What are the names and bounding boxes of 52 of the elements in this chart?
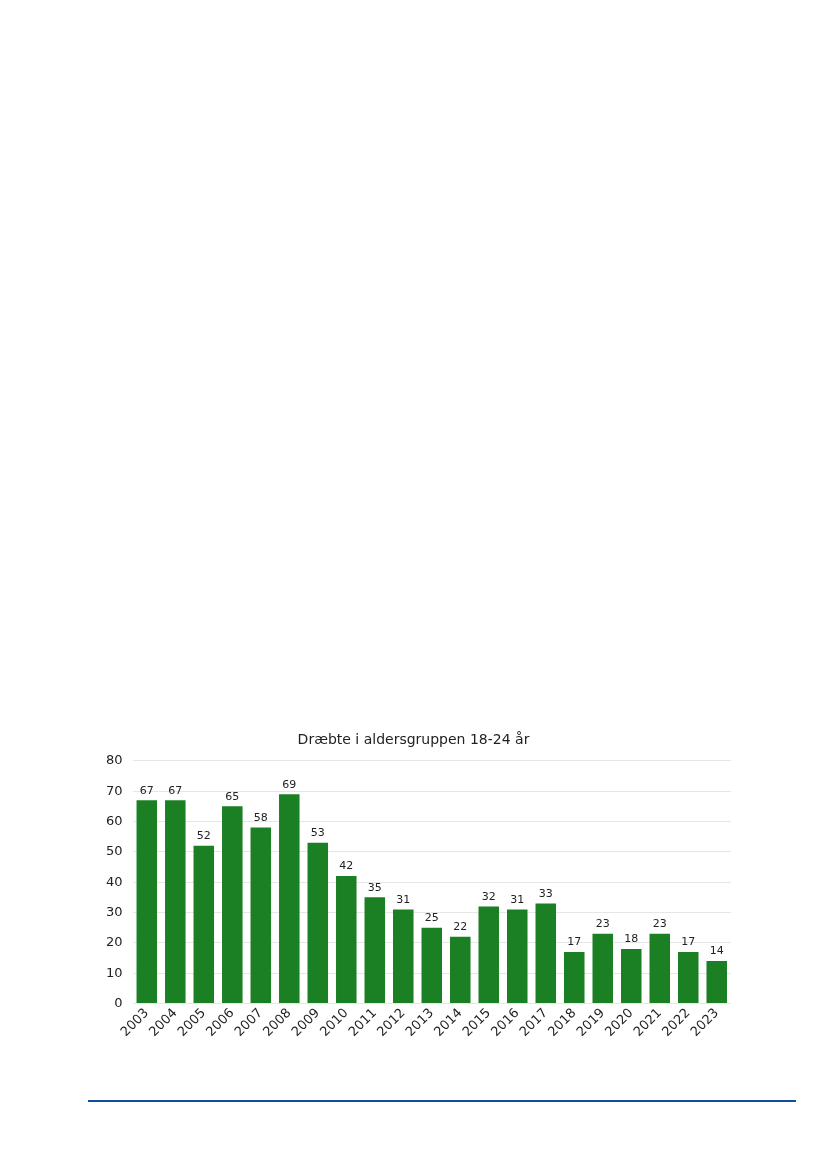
bar (307, 842, 329, 1004)
bar (336, 876, 357, 1004)
y-tick-label: 40 (106, 873, 123, 889)
data-label: 65 (225, 789, 240, 803)
y-tick-label: 80 (106, 752, 123, 768)
data-label: 17 (567, 935, 582, 949)
bar (136, 800, 158, 1004)
chart-title: Dræbte i aldersgruppen 18-24 år (297, 731, 530, 748)
data-label: 31 (396, 892, 411, 906)
data-label: 25 (424, 911, 439, 925)
data-label: 17 (681, 935, 696, 949)
bar (279, 794, 300, 1004)
bar (564, 951, 585, 1004)
data-label: 23 (652, 917, 667, 931)
bar (364, 897, 386, 1004)
bar (507, 909, 528, 1004)
data-label: 14 (709, 944, 724, 958)
bar (165, 800, 186, 1004)
data-label: 67 (168, 783, 183, 797)
bar (592, 933, 614, 1004)
data-label: 69 (282, 777, 297, 791)
bar (535, 903, 557, 1004)
bar (193, 845, 215, 1004)
y-tick-label: 50 (106, 843, 123, 859)
data-label: 32 (481, 889, 496, 903)
bar (222, 806, 243, 1004)
y-tick-label: 70 (106, 782, 123, 798)
data-label: 52 (196, 829, 211, 843)
y-tick-label: 20 (106, 934, 123, 950)
data-label: 31 (510, 892, 525, 906)
y-tick-label: 0 (114, 994, 123, 1010)
bar (649, 933, 671, 1004)
bar (421, 927, 443, 1004)
y-tick-label: 30 (106, 903, 123, 919)
bar (706, 961, 728, 1004)
data-label: 18 (624, 932, 639, 946)
data-label: 53 (310, 826, 325, 840)
data-label: 42 (339, 859, 354, 873)
data-label: 67 (139, 783, 154, 797)
bar (393, 909, 414, 1004)
data-label: 33 (538, 886, 553, 900)
bar (677, 951, 699, 1004)
bar (621, 948, 642, 1004)
bar (478, 906, 500, 1004)
y-tick-label: 60 (106, 812, 123, 828)
bar (450, 936, 471, 1004)
data-label: 23 (595, 917, 610, 931)
data-label: 58 (253, 810, 268, 824)
bar (250, 827, 272, 1004)
y-tick-label: 10 (106, 964, 123, 980)
data-label: 22 (453, 920, 468, 934)
data-label: 35 (367, 880, 382, 894)
